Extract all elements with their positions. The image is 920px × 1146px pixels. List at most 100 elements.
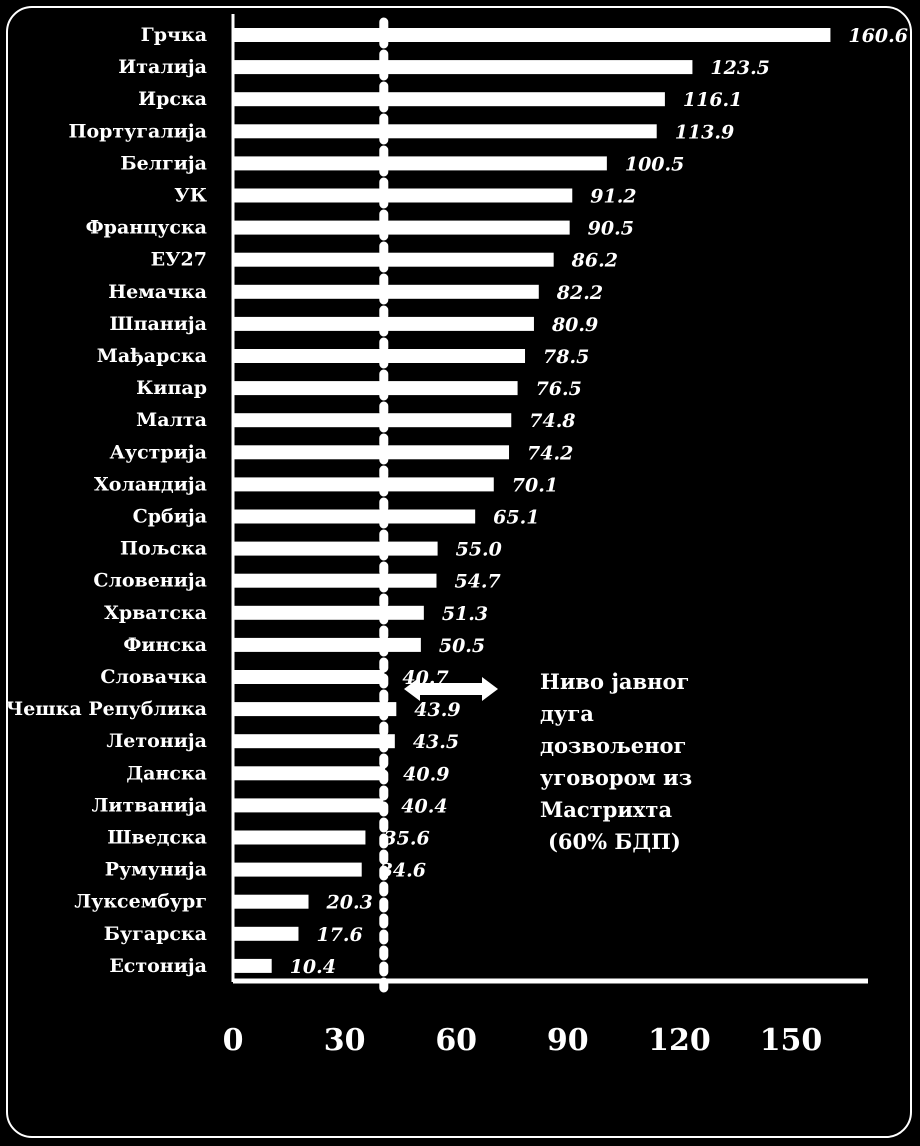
value-label: 116.1 [683,89,743,111]
bar [233,381,518,396]
value-label: 80.9 [551,314,598,336]
category-label: Данска [126,762,207,784]
category-label: Чешка Република [6,698,207,720]
bar [233,894,309,909]
category-label: Литванија [92,794,207,816]
bar [233,702,397,717]
category-label: Летонија [106,730,207,752]
value-label: 50.5 [439,635,485,657]
annotation-line: дозвољеног [540,733,686,758]
x-tick-label: 30 [324,1023,366,1058]
category-label: Бугарска [104,923,207,945]
value-label: 91.2 [590,186,636,208]
x-tick-label: 0 [223,1023,244,1058]
category-label: Србија [133,506,207,528]
category-label: Ирска [138,88,207,110]
value-label: 17.6 [316,924,362,946]
bar [233,252,554,267]
category-label: Румунија [105,859,207,881]
category-label: Мађарска [97,345,207,367]
bar [233,637,421,652]
category-label: Луксембург [74,891,207,913]
category-label: Аустрија [109,441,207,463]
category-label: Италија [118,56,207,78]
bar [233,862,362,877]
bar [233,445,510,460]
category-label: Француска [86,217,207,239]
category-label: Немачка [108,281,207,303]
value-label: 65.1 [493,507,539,529]
category-label: Естонија [109,955,207,977]
category-label: Пољска [120,538,207,560]
x-tick-label: 120 [648,1023,711,1058]
bar [233,124,657,139]
value-label: 123.5 [710,57,770,79]
x-tick-label: 60 [435,1023,477,1058]
bar [233,766,386,781]
value-label: 34.6 [380,860,426,882]
bar [233,541,438,556]
value-label: 43.5 [413,731,459,753]
bar [233,926,299,941]
value-label: 54.7 [454,571,500,593]
category-label: Шпанија [110,313,208,335]
category-label: Португалија [69,120,207,142]
bar [233,284,539,299]
annotation-line: (60% БДП) [548,829,681,854]
value-label: 76.5 [536,378,582,400]
category-label: Шведска [107,827,207,849]
annotation-line: Ниво јавног [540,669,689,694]
bar [233,349,526,363]
chart-frame [6,6,912,1138]
bar [233,60,693,75]
annotation-arrow [404,677,498,701]
x-tick-label: 90 [547,1023,589,1058]
bar [233,188,573,203]
value-label: 74.2 [527,442,573,464]
value-label: 51.3 [442,603,488,625]
annotation-line: Мастрихта [540,797,672,822]
bar [233,413,512,428]
category-label: Кипар [136,377,207,399]
category-label: Финска [123,634,207,656]
bar [233,509,476,524]
bar [233,477,494,492]
value-label: 160.6 [848,25,908,47]
x-tick-label: 150 [760,1023,823,1058]
category-label: Словенија [93,570,207,592]
category-label: УК [174,185,207,207]
bar [233,28,831,42]
value-label: 43.9 [414,699,460,721]
bar [233,734,395,749]
bar [233,830,366,845]
bar [233,220,570,235]
value-label: 113.9 [675,121,735,143]
category-label: Грчка [141,24,207,46]
value-label: 10.4 [290,956,336,978]
bar [233,798,384,813]
value-label: 40.9 [403,763,449,785]
category-label: Хрватска [104,602,207,624]
value-label: 78.5 [543,346,589,368]
value-label: 74.8 [529,410,575,432]
bar [233,92,665,107]
bar [233,670,385,684]
value-label: 40.4 [401,795,447,817]
annotation-line: дуга [540,701,594,726]
value-label: 35.6 [383,828,429,850]
value-label: 70.1 [512,474,558,496]
value-label: 90.5 [588,218,634,240]
bar [233,605,424,620]
category-label: ЕУ27 [151,249,207,271]
category-label: Малта [136,409,207,431]
category-label: Словачка [100,666,207,688]
bar [233,156,607,171]
value-label: 82.2 [556,282,603,304]
category-label: Холандија [94,473,207,495]
annotation-line: уговором из [540,765,692,790]
value-label: 100.5 [625,153,685,175]
value-label: 55.0 [456,539,502,561]
bar [233,316,534,331]
value-label: 20.3 [326,892,373,914]
value-label: 86.2 [571,250,618,272]
